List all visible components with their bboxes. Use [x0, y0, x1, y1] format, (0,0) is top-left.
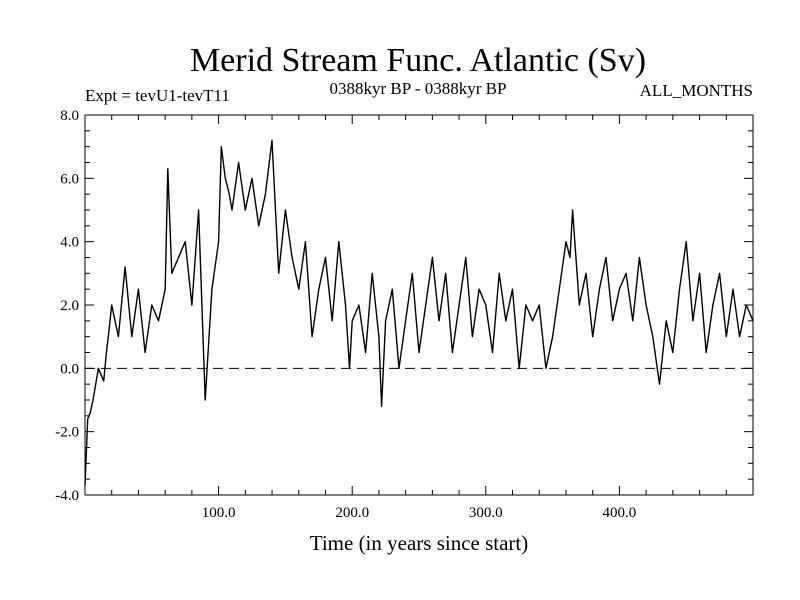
- x-axis-label: Time (in years since start): [310, 531, 529, 555]
- x-tick-label: 400.0: [603, 505, 637, 521]
- y-tick-label: 4.0: [60, 235, 79, 251]
- y-tick-label: -2.0: [55, 425, 79, 441]
- y-tick-label: -4.0: [55, 488, 79, 504]
- x-tick-label: 200.0: [335, 505, 369, 521]
- x-tick-label: 300.0: [469, 505, 503, 521]
- chart-title: Merid Stream Func. Atlantic (Sv): [190, 42, 646, 79]
- series-line: [84, 139, 754, 486]
- y-tick-label: 6.0: [60, 171, 79, 187]
- expt-label: Expt = tevU1-tevT11: [85, 86, 230, 105]
- months-label: ALL_MONTHS: [640, 81, 753, 100]
- x-tick-label: 100.0: [202, 505, 236, 521]
- plot-frame: [84, 114, 754, 496]
- y-tick-labels: -4.0 -2.0 0.0 2.0 4.0 6.0 8.0: [55, 108, 79, 504]
- y-tick-label: 8.0: [60, 108, 79, 124]
- x-tick-labels: 100.0 200.0 300.0 400.0: [202, 505, 637, 521]
- y-tick-label: 0.0: [60, 361, 79, 377]
- period-label: 0388kyr BP - 0388kyr BP: [330, 79, 507, 98]
- axis-ticks: [85, 114, 753, 496]
- y-tick-label: 2.0: [60, 298, 79, 314]
